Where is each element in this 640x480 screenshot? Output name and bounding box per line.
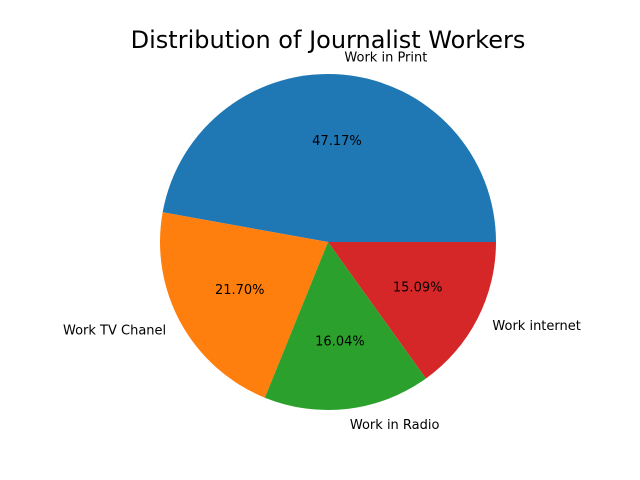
chart-title: Distribution of Journalist Workers: [131, 26, 526, 54]
slice-pct-work-in-radio: 16.04%: [315, 335, 365, 350]
slice-label-work-internet: Work internet: [492, 319, 580, 334]
slice-pct-work-in-print: 47.17%: [312, 134, 362, 149]
slice-label-work-in-radio: Work in Radio: [350, 418, 440, 433]
pie-slice-work-internet: [328, 242, 496, 379]
pie-slice-work-tv-chanel: [160, 212, 328, 398]
pie-slice-work-in-print: [162, 74, 496, 242]
slice-label-work-in-print: Work in Print: [344, 50, 427, 65]
slice-label-work-tv-chanel: Work TV Chanel: [63, 324, 166, 339]
slice-pct-work-internet: 15.09%: [393, 281, 443, 296]
pie-group: Work in Print 47.17% Work TV Chanel 21.70% W…: [63, 50, 581, 433]
slice-pct-work-tv-chanel: 21.70%: [215, 283, 265, 298]
pie-slice-work-in-radio: [264, 242, 426, 410]
